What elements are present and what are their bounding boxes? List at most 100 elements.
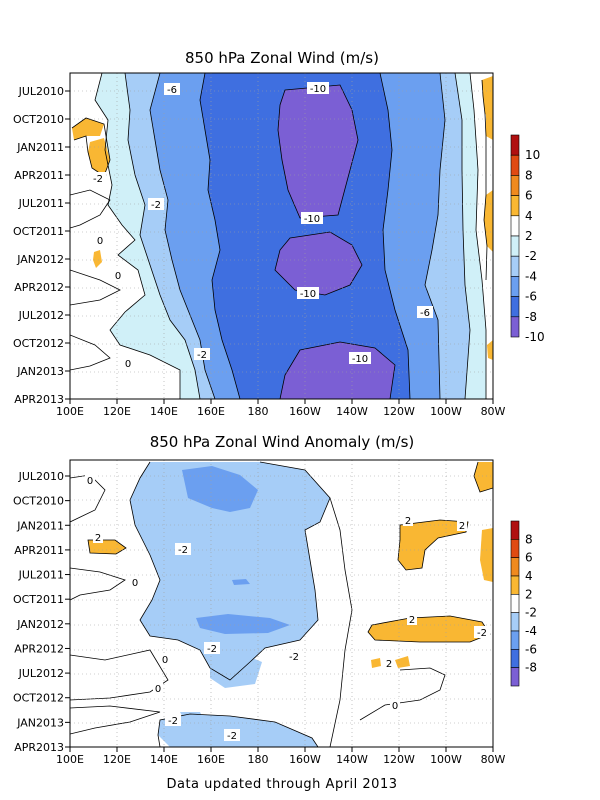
panel1-colorbar-label: -2 bbox=[525, 249, 537, 263]
panel2-y-tick-label: APR2012 bbox=[14, 642, 64, 655]
panel1-contour-label: -2 bbox=[93, 174, 103, 185]
panel2-contour-label: 2 bbox=[459, 521, 465, 532]
panel1-contour-label: -10 bbox=[300, 289, 316, 300]
panel2-positive-east3 bbox=[368, 616, 490, 642]
panel1-colorbar-label: 6 bbox=[525, 189, 533, 203]
panel2-colorbar-label: 4 bbox=[525, 569, 533, 583]
panel2-y-tick-label: JAN2012 bbox=[16, 618, 64, 631]
panel1-colorbar-swatch bbox=[510, 215, 520, 237]
panel2-contour-label: 2 bbox=[95, 533, 101, 544]
panel1-contour-label: 0 bbox=[97, 236, 103, 247]
panel2-y-tick-label: JAN2013 bbox=[16, 716, 64, 729]
panel2-negative-small2 bbox=[210, 655, 262, 688]
panel1-contour-label: -2 bbox=[151, 200, 161, 211]
panel1-colorbar-swatch bbox=[510, 255, 520, 277]
panel2-x-tick-label: 140W bbox=[336, 753, 368, 766]
panel1-x-tick-label: 160W bbox=[289, 405, 321, 418]
panel2-y-tick-label: OCT2012 bbox=[13, 692, 64, 705]
panel2-colorbar-label: 2 bbox=[525, 587, 533, 601]
panel1-x-tick-label: 120W bbox=[383, 405, 415, 418]
panel1-x-tick-label: 160E bbox=[197, 405, 225, 418]
panel1-y-tick-label: JUL2011 bbox=[18, 197, 64, 210]
panel2-positive-ne bbox=[474, 462, 493, 492]
panel2-contour-label: 0 bbox=[162, 655, 168, 666]
panel1-y-tick-label: APR2013 bbox=[14, 393, 64, 406]
panel1-y-tick-label: JUL2010 bbox=[18, 85, 64, 98]
panel1-colorbar-swatch bbox=[510, 175, 520, 196]
panel1-colorbar: 10 8 6 4 2 -2 -4 -6 -8 -10 bbox=[510, 134, 545, 344]
panel1-positive-east2 bbox=[486, 104, 493, 140]
panel1-colorbar-label: -8 bbox=[525, 310, 537, 324]
panel1-colorbar-swatch bbox=[510, 296, 520, 318]
panel1-colorbar-label: 10 bbox=[525, 148, 540, 162]
panel1-positive-west3 bbox=[93, 250, 102, 268]
panel1-positive-east4 bbox=[487, 340, 493, 360]
panel1-field bbox=[70, 73, 493, 399]
panel-zonal-wind-anomaly: 850 hPa Zonal Wind Anomaly (m/s) bbox=[13, 433, 537, 766]
panel1-x-tick-label: 120E bbox=[103, 405, 131, 418]
panel2-y-ticks: JUL2010 OCT2010 JAN2011 APR2011 JUL2011 OCT20… bbox=[13, 470, 70, 754]
panel2-colorbar-label: -4 bbox=[525, 624, 537, 638]
panel2-colorbar-swatch bbox=[510, 667, 520, 687]
panel1-y-tick-label: JAN2011 bbox=[16, 141, 64, 154]
panel2-colorbar-label: -8 bbox=[525, 661, 537, 675]
panel2-x-tick-label: 180 bbox=[248, 753, 269, 766]
panel2-contour-label: 2 bbox=[405, 516, 411, 527]
panel2-colorbar-swatch bbox=[510, 594, 520, 613]
panel1-y-tick-label: JAN2012 bbox=[16, 253, 64, 266]
panel2-contour-label: -2 bbox=[178, 545, 188, 556]
panel1-core-middle bbox=[275, 232, 362, 295]
panel2-x-tick-label: 100W bbox=[430, 753, 462, 766]
panel1-positive-west2 bbox=[88, 138, 110, 176]
panel2-colorbar-swatch bbox=[510, 520, 520, 540]
panel1-x-tick-label: 80W bbox=[481, 405, 506, 418]
panel2-colorbar: 8 6 4 2 -2 -4 -6 -8 bbox=[510, 520, 537, 687]
panel2-colorbar-label: 8 bbox=[525, 532, 533, 546]
panel1-y-tick-label: APR2011 bbox=[14, 169, 64, 182]
panel2-positive-nw bbox=[88, 540, 126, 554]
panel2-contour-label: 0 bbox=[155, 684, 161, 695]
panel1-frame bbox=[69, 72, 494, 400]
panel1-x-ticks: 100E 120E 140E 160E 180 160W 140W 120W 100W 80W bbox=[56, 399, 506, 418]
panel2-contour-label: 0 bbox=[392, 701, 398, 712]
panel2-colorbar-label: -2 bbox=[525, 606, 537, 620]
panel1-x-tick-label: 100E bbox=[56, 405, 84, 418]
panel1-colorbar-label: -4 bbox=[525, 269, 537, 283]
panel1-colorbar-label: 4 bbox=[525, 209, 533, 223]
panel1-contour-label: -2 bbox=[197, 350, 207, 361]
panel1-positive-west1 bbox=[72, 118, 104, 140]
panel1-y-tick-label: OCT2011 bbox=[13, 225, 64, 238]
panel1-x-tick-label: 140W bbox=[336, 405, 368, 418]
panel2-contour-label: -2 bbox=[289, 652, 299, 663]
panel2-y-tick-label: JUL2010 bbox=[18, 470, 64, 483]
panel2-colorbar-swatch bbox=[510, 557, 520, 577]
panel1-y-ticks: JUL2010 OCT2010 JAN2011 APR2011 JUL2011 OCT20… bbox=[13, 85, 70, 406]
panel2-x-tick-label: 160W bbox=[289, 753, 321, 766]
panel2-x-tick-label: 120E bbox=[103, 753, 131, 766]
panel1-y-tick-label: OCT2010 bbox=[13, 113, 64, 126]
panel1-colorbar-label: -10 bbox=[525, 330, 545, 344]
panel2-x-tick-label: 140E bbox=[150, 753, 178, 766]
panel1-x-tick-label: 140E bbox=[150, 405, 178, 418]
panel2-y-tick-label: APR2011 bbox=[14, 544, 64, 557]
panel2-contour-label: -2 bbox=[168, 716, 178, 727]
panel2-x-tick-label: 120W bbox=[383, 753, 415, 766]
panel1-contour-label: -6 bbox=[167, 85, 177, 96]
panel2-contour-label: -2 bbox=[477, 628, 487, 639]
panel2-x-tick-label: 160E bbox=[197, 753, 225, 766]
panel2-contour-label: 2 bbox=[409, 615, 415, 626]
panel1-title: 850 hPa Zonal Wind (m/s) bbox=[185, 49, 379, 67]
panel2-y-tick-label: JUL2012 bbox=[18, 667, 64, 680]
panel2-negative-small1 bbox=[180, 712, 205, 726]
panel1-colorbar-swatch bbox=[510, 276, 520, 297]
panel2-y-tick-label: OCT2011 bbox=[13, 593, 64, 606]
panel1-colorbar-swatch bbox=[510, 154, 520, 176]
panel1-contour-label: 0 bbox=[125, 359, 131, 370]
panel2-positive-east1 bbox=[398, 520, 468, 570]
panel1-contour-label: -10 bbox=[310, 84, 326, 95]
panel1-contour-lines bbox=[70, 73, 488, 399]
panel2-contour-label: 0 bbox=[87, 476, 93, 487]
panel2-colorbar-label: -6 bbox=[525, 642, 537, 656]
panel2-colorbar-label: 6 bbox=[525, 551, 533, 565]
panel1-colorbar-swatch bbox=[510, 316, 520, 338]
